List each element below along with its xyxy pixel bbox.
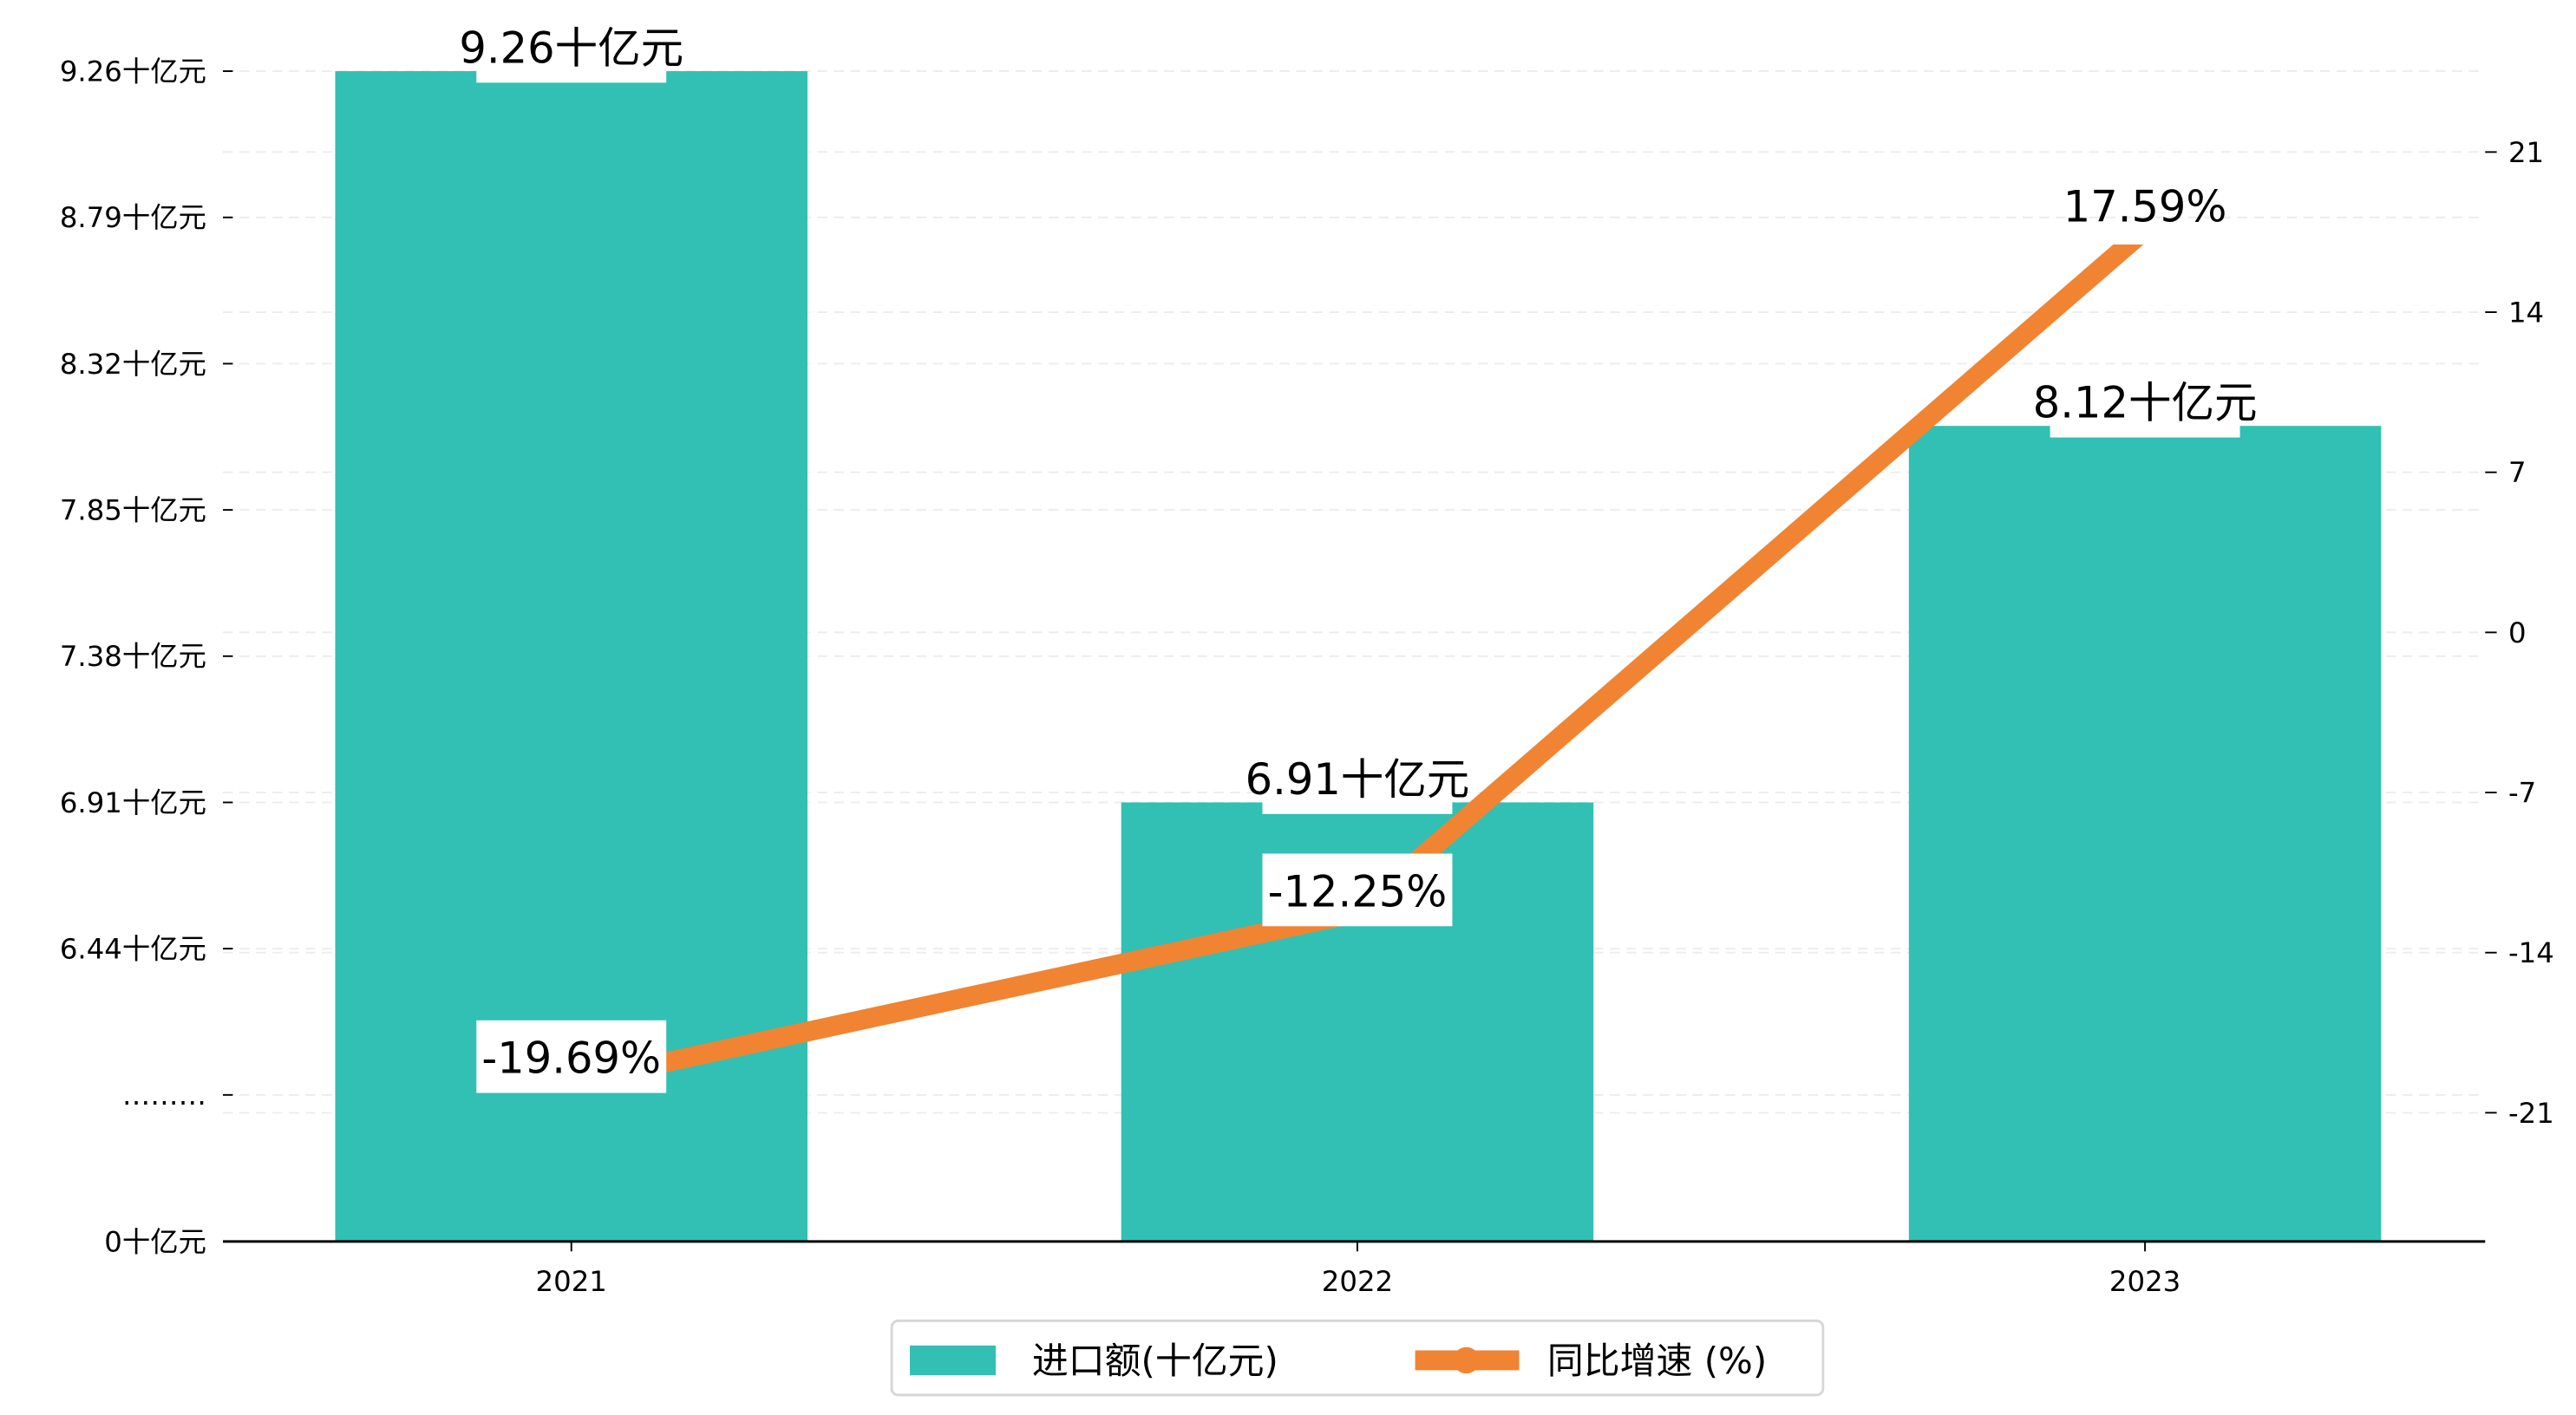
legend-line-marker bbox=[1453, 1347, 1480, 1374]
left-tick-label: 0十亿元 bbox=[104, 1225, 206, 1258]
label-background bbox=[1262, 853, 1453, 927]
right-axis: -21 -14 -7 0 7 14 21 bbox=[2485, 136, 2554, 1130]
legend: 进口额(十亿元) 同比增速 (%) bbox=[890, 1319, 1825, 1397]
left-tick-label: 7.38十亿元 bbox=[60, 640, 206, 673]
bar-value-label: 8.12十亿元 bbox=[2033, 364, 2258, 438]
growth-value-label: -19.69% bbox=[476, 1020, 667, 1093]
bar-value-label: 6.91十亿元 bbox=[1246, 741, 1470, 814]
label-text: -12.25% bbox=[1268, 866, 1448, 916]
left-tick-label: 6.44十亿元 bbox=[60, 933, 206, 966]
label-background bbox=[1262, 741, 1453, 814]
left-tick-label: 6.91十亿元 bbox=[60, 786, 206, 819]
right-tick-label: 21 bbox=[2508, 136, 2544, 169]
label-text: 6.91十亿元 bbox=[1246, 754, 1470, 805]
label-background bbox=[476, 1020, 667, 1093]
legend-box bbox=[890, 1319, 1825, 1397]
bar-2023 bbox=[1908, 426, 2382, 1242]
x-axis: 2021 2022 2023 bbox=[223, 1240, 2486, 1298]
left-tick-label: 8.32十亿元 bbox=[60, 348, 206, 381]
left-tick-label: 7.85十亿元 bbox=[60, 494, 206, 527]
left-tick-label: ……… bbox=[122, 1079, 206, 1112]
legend-label-line: 同比增速 (%) bbox=[1547, 1340, 1767, 1382]
label-text: 8.12十亿元 bbox=[2033, 378, 2258, 428]
x-tick-label: 2022 bbox=[1322, 1265, 1393, 1298]
label-text: 9.26十亿元 bbox=[459, 23, 683, 74]
x-tick-label: 2023 bbox=[2109, 1265, 2180, 1298]
label-text: -19.69% bbox=[481, 1034, 661, 1084]
data-labels: 9.26十亿元 6.91十亿元 8.12十亿元 -19.69% -12.25% 17.59… bbox=[459, 10, 2257, 1093]
right-tick-label: 14 bbox=[2508, 296, 2544, 329]
bar-value-label: 9.26十亿元 bbox=[459, 10, 683, 83]
legend-bar-swatch bbox=[910, 1345, 997, 1376]
x-tick-label: 2021 bbox=[536, 1265, 607, 1298]
label-background bbox=[2050, 364, 2240, 438]
growth-value-label: 17.59% bbox=[2063, 181, 2227, 231]
label-background bbox=[476, 10, 667, 83]
left-tick-label: 9.26十亿元 bbox=[60, 55, 206, 88]
growth-value-label: -12.25% bbox=[1262, 853, 1453, 927]
right-tick-label: 7 bbox=[2508, 456, 2527, 489]
left-axis: 0十亿元 ……… 6.44十亿元 6.91十亿元 7.38十亿元 7.85十亿元 8.32十… bbox=[60, 55, 233, 1258]
right-tick-label: -7 bbox=[2508, 776, 2536, 809]
left-tick-label: 8.79十亿元 bbox=[60, 201, 206, 234]
right-tick-label: -21 bbox=[2508, 1097, 2554, 1130]
right-tick-label: 0 bbox=[2508, 616, 2527, 649]
legend-label-bar: 进口额(十亿元) bbox=[1032, 1340, 1278, 1382]
right-tick-label: -14 bbox=[2508, 936, 2554, 969]
